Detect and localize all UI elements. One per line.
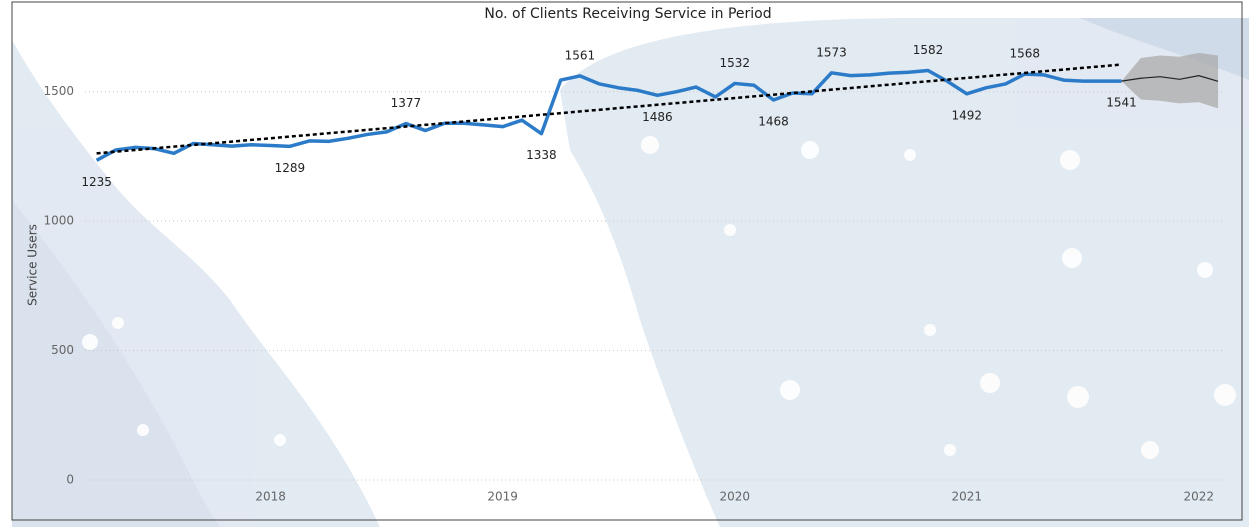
- y-tick-label: 1000: [43, 214, 74, 228]
- forecast-line: [1121, 75, 1219, 82]
- y-axis-title: Service Users: [26, 224, 40, 306]
- x-tick-label: 2022: [1184, 490, 1215, 504]
- series-line: [95, 68, 1122, 162]
- chart-title: No. of Clients Receiving Service in Peri…: [484, 6, 771, 22]
- data-label: 1468: [758, 114, 789, 128]
- data-label: 1235: [81, 175, 112, 189]
- y-tick-label: 500: [51, 343, 74, 357]
- data-label: 1338: [526, 148, 557, 162]
- data-label: 1568: [1009, 47, 1040, 61]
- trend-line: [96, 63, 1122, 155]
- background-map: [12, 18, 1249, 527]
- x-tick-label: 2019: [487, 490, 518, 504]
- data-label: 1377: [391, 96, 422, 110]
- y-tick-label: 1500: [43, 84, 74, 98]
- network-dots: [82, 136, 1236, 459]
- data-label: 1561: [565, 48, 596, 62]
- data-label: 1573: [816, 45, 847, 59]
- x-tick-label: 2018: [255, 490, 286, 504]
- forecast-band: [1121, 52, 1219, 109]
- x-tick-label: 2021: [951, 490, 982, 504]
- x-tick-label: 2020: [719, 490, 750, 504]
- data-label: 1492: [951, 108, 982, 122]
- data-label: 1582: [913, 43, 944, 57]
- y-tick-label: 0: [66, 473, 74, 487]
- data-label: 1486: [642, 110, 673, 124]
- frame: [11, 1, 1243, 521]
- data-label: 1532: [719, 56, 750, 70]
- data-label: 1541: [1106, 96, 1137, 110]
- data-label: 1289: [275, 161, 306, 175]
